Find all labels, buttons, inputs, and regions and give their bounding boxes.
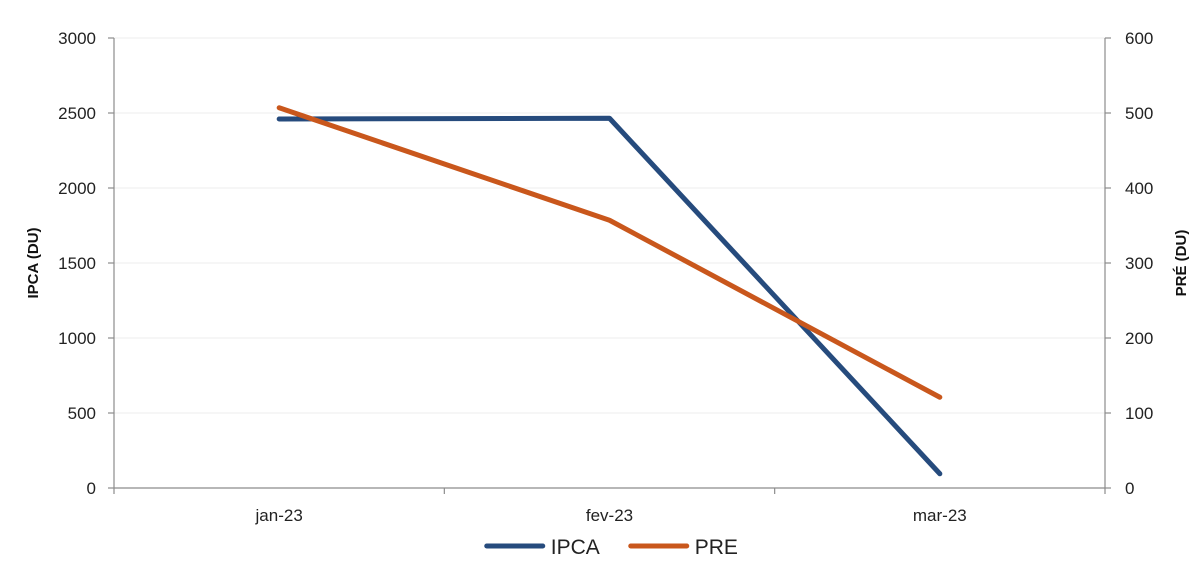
x-tick-label: jan-23 — [255, 506, 303, 525]
x-tick-label: fev-23 — [586, 506, 633, 525]
series-lines — [276, 105, 943, 477]
legend-item-pre: PRE — [628, 536, 738, 559]
y-right-tick-label: 200 — [1125, 329, 1153, 348]
y-right-tick-label: 300 — [1125, 254, 1153, 273]
y-left-tick-label: 2000 — [58, 179, 96, 198]
tick-labels: 0 500 1000 1500 2000 2500 3000 0 100 200 300 400 500… — [58, 29, 1153, 525]
legend-label: PRE — [695, 536, 738, 559]
axes — [108, 37, 1111, 494]
y-left-tick-label: 1000 — [58, 329, 96, 348]
y-left-tick-label: 2500 — [58, 104, 96, 123]
legend: IPCA PRE — [484, 536, 738, 559]
y-left-tick-label: 0 — [87, 479, 96, 498]
y-right-tick-label: 500 — [1125, 104, 1153, 123]
gridlines — [114, 37, 1105, 414]
y-right-tick-label: 0 — [1125, 479, 1134, 498]
y-right-tick-label: 600 — [1125, 29, 1153, 48]
y-left-tick-label: 1500 — [58, 254, 96, 273]
y-axis-right-title: PRÉ (DU) — [1173, 230, 1190, 297]
legend-label: IPCA — [551, 536, 600, 559]
y-left-tick-label: 3000 — [58, 29, 96, 48]
legend-item-ipca: IPCA — [484, 536, 600, 559]
y-right-tick-label: 400 — [1125, 179, 1153, 198]
x-tick-label: mar-23 — [913, 506, 967, 525]
series-line-ipca — [276, 115, 943, 477]
series-line-pre — [276, 105, 943, 400]
y-left-tick-label: 500 — [68, 404, 96, 423]
y-axis-left-title: IPCA (DU) — [25, 227, 42, 298]
y-right-tick-label: 100 — [1125, 404, 1153, 423]
